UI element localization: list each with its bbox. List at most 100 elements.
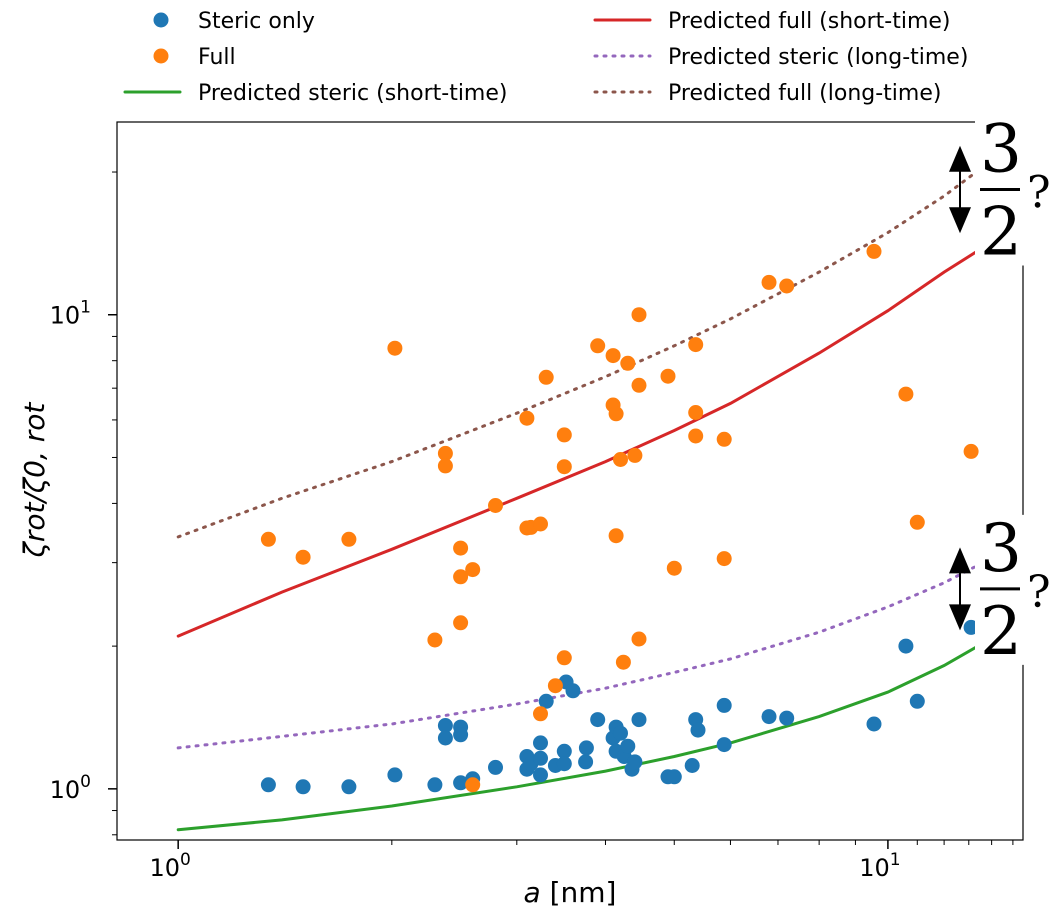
- steric-point: [341, 779, 357, 795]
- full-point: [556, 459, 572, 475]
- y-tick-label-0: 100: [50, 772, 91, 804]
- steric-point: [613, 725, 628, 741]
- full-point: [465, 777, 481, 793]
- full-point: [631, 377, 647, 393]
- curve-0: [176, 626, 1011, 832]
- full-point: [608, 528, 624, 544]
- x-axis-label: a [nm]: [524, 876, 617, 909]
- steric-point: [690, 722, 706, 738]
- full-point: [866, 243, 882, 259]
- curves: [176, 146, 1011, 832]
- steric-point: [631, 712, 647, 728]
- full-point: [631, 631, 647, 647]
- steric-point: [779, 710, 795, 726]
- full-point: [779, 278, 795, 294]
- fraction-numerator: 3: [980, 510, 1022, 587]
- full-point: [547, 678, 563, 694]
- steric-point: [427, 777, 443, 793]
- full-point: [660, 368, 676, 384]
- steric-point: [556, 743, 572, 759]
- full-point: [761, 274, 777, 290]
- steric-point: [556, 756, 572, 772]
- full-point: [615, 654, 631, 670]
- x-axis-label-unit: [nm]: [541, 876, 617, 909]
- legend-label: Predicted steric (long-time): [668, 45, 968, 70]
- steric-point: [533, 767, 548, 783]
- curve-1: [176, 229, 1011, 638]
- full-point: [716, 551, 732, 567]
- full-point: [898, 386, 914, 402]
- steric-point: [909, 693, 925, 709]
- x-axis-label-italic: a: [524, 876, 541, 909]
- arrow-up-head: [949, 547, 971, 574]
- full-point: [605, 348, 621, 364]
- steric-point: [565, 683, 581, 699]
- full-point: [716, 431, 732, 447]
- plot-area: [116, 121, 1024, 841]
- plot-frame: [116, 121, 1024, 841]
- steric-point: [590, 712, 606, 728]
- steric-point: [488, 759, 503, 775]
- steric-point: [260, 777, 276, 793]
- steric-point: [627, 754, 643, 770]
- steric-point: [538, 693, 554, 709]
- steric-point: [898, 638, 914, 654]
- full-point: [963, 443, 979, 459]
- steric-point: [963, 619, 979, 635]
- full-point: [295, 549, 311, 565]
- x-tick-label-1-exp: 1: [890, 850, 901, 870]
- legend-entry-4: Predicted steric (long-time): [593, 45, 968, 70]
- full-point: [631, 307, 647, 323]
- full-point: [465, 562, 481, 578]
- full-point: [387, 340, 403, 356]
- legend-entry-5: Predicted full (long-time): [593, 81, 941, 106]
- full-point: [453, 615, 469, 631]
- full-point: [620, 355, 636, 371]
- full-point: [556, 650, 572, 666]
- steric-point: [533, 750, 548, 766]
- legend-label: Predicted full (long-time): [668, 81, 941, 106]
- legend-entry-0: Steric only: [153, 9, 315, 34]
- steric-point: [716, 737, 732, 753]
- x-tick-label-0-exp: 0: [180, 850, 191, 870]
- ratio-annotation-1: 32?: [949, 510, 1051, 670]
- full-point: [260, 531, 276, 547]
- full-point: [519, 410, 535, 426]
- y-tick-label-0-base: 10: [50, 776, 81, 804]
- y-tick-label-1: 101: [50, 298, 91, 330]
- steric-point: [620, 738, 636, 754]
- y-tick-label-1-base: 10: [50, 302, 81, 330]
- full-point: [488, 498, 503, 513]
- steric-point: [453, 727, 469, 743]
- steric-point: [684, 758, 700, 773]
- y-tick-label-1-exp: 1: [80, 298, 91, 318]
- x-tick-label-0: 100: [149, 850, 190, 882]
- steric-point: [437, 730, 453, 746]
- x-tick-label-1-base: 10: [859, 854, 890, 882]
- legend-label: Predicted full (short-time): [668, 9, 951, 34]
- full-point: [437, 445, 453, 461]
- full-point: [453, 569, 469, 585]
- y-axis-label: ζrot/ζ0, rot: [18, 402, 51, 559]
- full-point: [453, 540, 469, 556]
- full-point: [427, 632, 443, 648]
- fraction-numerator: 3: [980, 111, 1022, 188]
- scatter-points: [260, 243, 979, 795]
- full-point: [538, 369, 554, 385]
- full-point: [590, 338, 606, 354]
- legend-label: Steric only: [198, 9, 315, 34]
- fraction-denominator: 2: [980, 593, 1022, 670]
- legend-label: Full: [198, 45, 236, 70]
- steric-point: [295, 779, 311, 795]
- legend-label: Predicted steric (short-time): [198, 81, 507, 106]
- arrow-down-head: [949, 604, 971, 631]
- steric-point: [761, 709, 777, 725]
- full-point: [556, 427, 572, 443]
- full-point: [627, 447, 643, 463]
- y-tick-label-0-exp: 0: [80, 772, 91, 792]
- fraction-denominator: 2: [980, 194, 1022, 271]
- question-mark: ?: [1027, 168, 1051, 219]
- steric-point: [453, 775, 469, 791]
